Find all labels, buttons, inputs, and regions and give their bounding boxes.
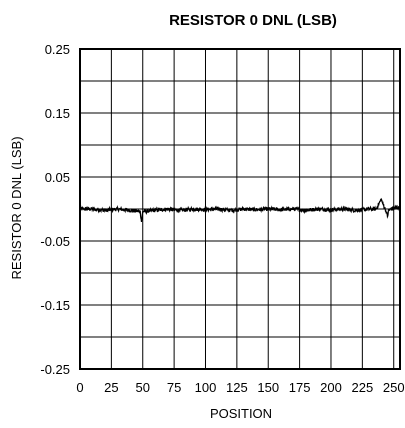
chart-title: RESISTOR 0 DNL (LSB) xyxy=(169,12,337,29)
y-axis-label: RESISTOR 0 DNL (LSB) xyxy=(9,136,24,279)
x-tick-label: 50 xyxy=(136,380,150,395)
x-axis-label: POSITION xyxy=(210,406,272,421)
series-line-0 xyxy=(79,197,401,223)
y-tick-label: 0.25 xyxy=(45,42,70,57)
x-tick-label: 200 xyxy=(320,380,342,395)
y-tick-label: 0.15 xyxy=(45,106,70,121)
y-tick-labels: 0.25 0.15 0.05 -0.05 -0.15 -0.25 xyxy=(40,42,70,377)
x-tick-label: 100 xyxy=(195,380,217,395)
x-tick-labels: 0 25 50 75 100 125 150 175 200 225 250 xyxy=(76,380,404,395)
y-tick-label: 0.05 xyxy=(45,170,70,185)
x-tick-label: 175 xyxy=(289,380,311,395)
x-tick-label: 225 xyxy=(352,380,374,395)
x-tick-label: 75 xyxy=(167,380,181,395)
x-tick-label: 150 xyxy=(257,380,279,395)
series-layer xyxy=(79,197,401,223)
grid xyxy=(80,49,400,369)
y-tick-label: -0.05 xyxy=(40,234,70,249)
x-tick-label: 125 xyxy=(226,380,248,395)
x-tick-label: 0 xyxy=(76,380,83,395)
plot-frame xyxy=(79,48,401,370)
y-tick-label: -0.15 xyxy=(40,298,70,313)
x-tick-label: 250 xyxy=(383,380,405,395)
x-tick-label: 25 xyxy=(104,380,118,395)
y-tick-label: -0.25 xyxy=(40,362,70,377)
